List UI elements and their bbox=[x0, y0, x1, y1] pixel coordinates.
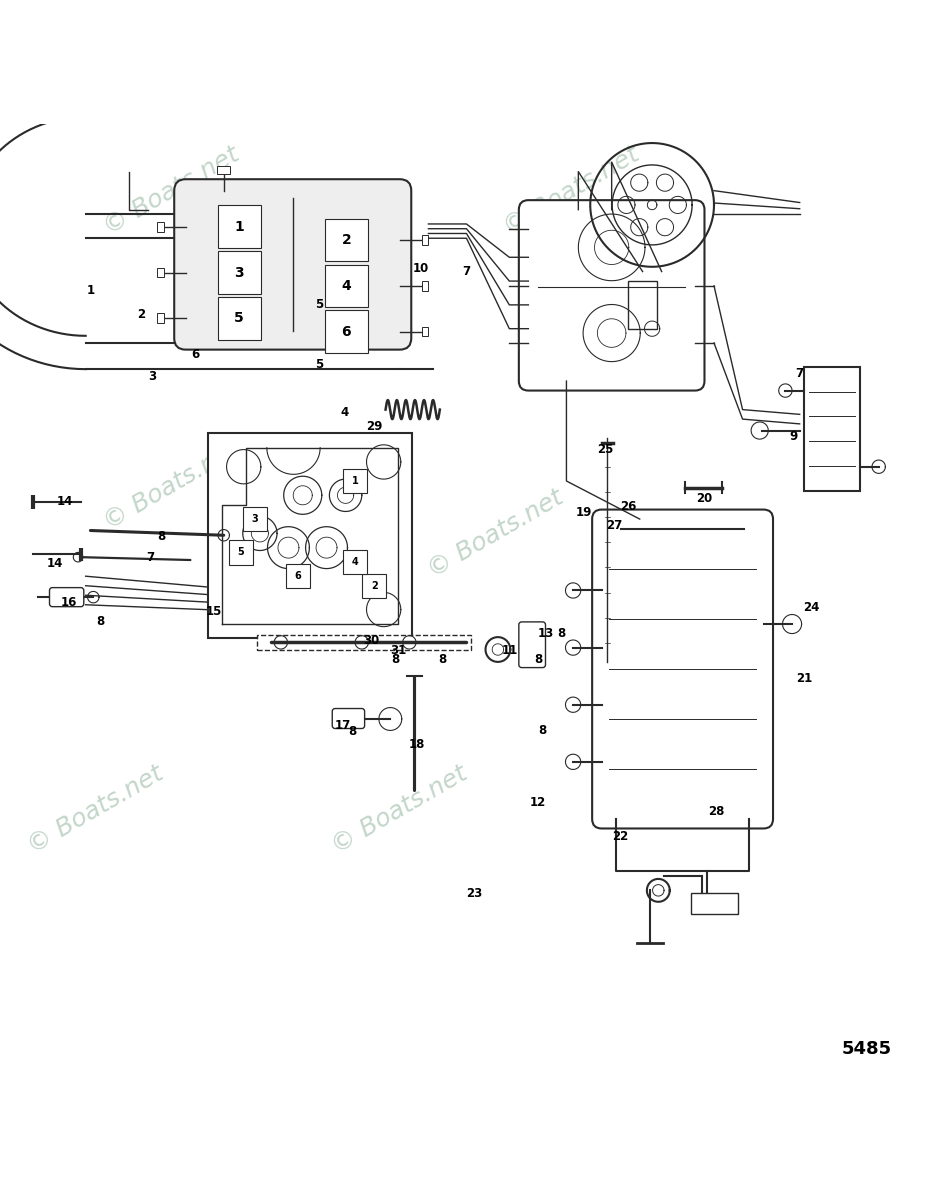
Text: 16: 16 bbox=[60, 596, 77, 610]
Text: 5: 5 bbox=[315, 359, 323, 371]
FancyBboxPatch shape bbox=[243, 506, 268, 532]
Text: 6: 6 bbox=[191, 348, 199, 361]
Text: 6: 6 bbox=[294, 571, 302, 581]
Text: 8: 8 bbox=[348, 725, 356, 738]
Text: 14: 14 bbox=[56, 496, 73, 509]
FancyBboxPatch shape bbox=[332, 708, 365, 728]
Text: 3: 3 bbox=[234, 265, 244, 280]
Text: 8: 8 bbox=[558, 626, 565, 640]
Text: © Boats.net: © Boats.net bbox=[99, 142, 244, 239]
FancyBboxPatch shape bbox=[519, 200, 704, 390]
Bar bbox=[804, 367, 860, 491]
Bar bbox=[422, 281, 428, 290]
Text: 4: 4 bbox=[351, 557, 359, 566]
Text: 2: 2 bbox=[342, 233, 351, 247]
Bar bbox=[157, 222, 164, 232]
Text: 13: 13 bbox=[537, 626, 554, 640]
Text: © Boats.net: © Boats.net bbox=[23, 761, 168, 858]
Text: 22: 22 bbox=[612, 829, 629, 842]
Text: 2: 2 bbox=[137, 308, 145, 320]
FancyBboxPatch shape bbox=[343, 469, 367, 493]
Text: 27: 27 bbox=[605, 520, 623, 533]
FancyBboxPatch shape bbox=[343, 550, 367, 574]
FancyBboxPatch shape bbox=[218, 205, 261, 248]
Text: 8: 8 bbox=[539, 724, 546, 737]
FancyBboxPatch shape bbox=[325, 218, 367, 262]
FancyBboxPatch shape bbox=[50, 588, 84, 607]
Text: 1: 1 bbox=[351, 476, 359, 486]
Text: 7: 7 bbox=[147, 551, 154, 564]
Bar bbox=[217, 166, 230, 174]
Text: 11: 11 bbox=[501, 644, 518, 656]
Text: 21: 21 bbox=[796, 672, 813, 684]
Text: 4: 4 bbox=[341, 406, 348, 419]
Text: 15: 15 bbox=[206, 605, 223, 618]
Text: 4: 4 bbox=[342, 278, 351, 293]
Bar bbox=[628, 281, 657, 329]
FancyBboxPatch shape bbox=[218, 251, 261, 294]
Text: 7: 7 bbox=[796, 367, 803, 380]
FancyBboxPatch shape bbox=[592, 510, 773, 828]
Text: 14: 14 bbox=[47, 557, 64, 570]
Text: 29: 29 bbox=[366, 420, 383, 433]
Bar bbox=[208, 433, 412, 638]
Text: 18: 18 bbox=[408, 738, 426, 751]
FancyBboxPatch shape bbox=[325, 311, 367, 353]
Text: 12: 12 bbox=[529, 797, 546, 809]
Text: © Boats.net: © Boats.net bbox=[327, 761, 472, 858]
Bar bbox=[157, 268, 164, 277]
Text: 1: 1 bbox=[87, 284, 94, 298]
Text: 5: 5 bbox=[234, 311, 244, 325]
Text: 3: 3 bbox=[251, 514, 259, 524]
Text: 5485: 5485 bbox=[842, 1040, 891, 1058]
Text: 6: 6 bbox=[342, 324, 351, 338]
FancyBboxPatch shape bbox=[362, 574, 387, 598]
Text: 10: 10 bbox=[412, 263, 429, 275]
Bar bbox=[422, 326, 428, 336]
Text: 20: 20 bbox=[696, 492, 713, 505]
Text: 28: 28 bbox=[707, 805, 724, 818]
Text: © Boats.net: © Boats.net bbox=[99, 437, 244, 534]
Text: © Boats.net: © Boats.net bbox=[499, 142, 644, 239]
Bar bbox=[422, 235, 428, 245]
FancyBboxPatch shape bbox=[218, 296, 261, 340]
Text: 1: 1 bbox=[234, 220, 244, 234]
FancyBboxPatch shape bbox=[174, 179, 411, 349]
Text: 19: 19 bbox=[575, 506, 592, 518]
FancyBboxPatch shape bbox=[519, 622, 545, 667]
Text: 23: 23 bbox=[466, 887, 483, 900]
Bar bbox=[157, 313, 164, 323]
Text: 8: 8 bbox=[158, 529, 166, 542]
Text: 31: 31 bbox=[389, 644, 407, 656]
Text: 9: 9 bbox=[790, 430, 798, 443]
Text: © Boats.net: © Boats.net bbox=[423, 485, 567, 582]
Text: 5: 5 bbox=[315, 299, 323, 311]
FancyBboxPatch shape bbox=[325, 264, 367, 307]
FancyBboxPatch shape bbox=[228, 540, 253, 564]
Text: 30: 30 bbox=[363, 635, 380, 648]
Text: 24: 24 bbox=[803, 601, 820, 614]
Bar bbox=[257, 635, 471, 649]
FancyBboxPatch shape bbox=[286, 564, 310, 588]
Text: 25: 25 bbox=[597, 443, 614, 456]
Text: 8: 8 bbox=[391, 654, 399, 666]
Text: 8: 8 bbox=[534, 653, 542, 666]
Text: 17: 17 bbox=[334, 719, 351, 732]
Text: 2: 2 bbox=[370, 581, 378, 590]
Text: 3: 3 bbox=[149, 370, 156, 383]
Text: 26: 26 bbox=[620, 500, 637, 514]
Text: 8: 8 bbox=[96, 616, 104, 629]
Text: 5: 5 bbox=[237, 547, 245, 557]
Text: 7: 7 bbox=[463, 265, 470, 278]
Text: 8: 8 bbox=[439, 654, 446, 666]
Bar bbox=[691, 893, 739, 914]
